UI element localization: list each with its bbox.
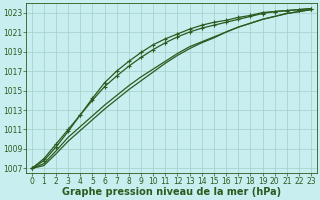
X-axis label: Graphe pression niveau de la mer (hPa): Graphe pression niveau de la mer (hPa) [62,187,281,197]
